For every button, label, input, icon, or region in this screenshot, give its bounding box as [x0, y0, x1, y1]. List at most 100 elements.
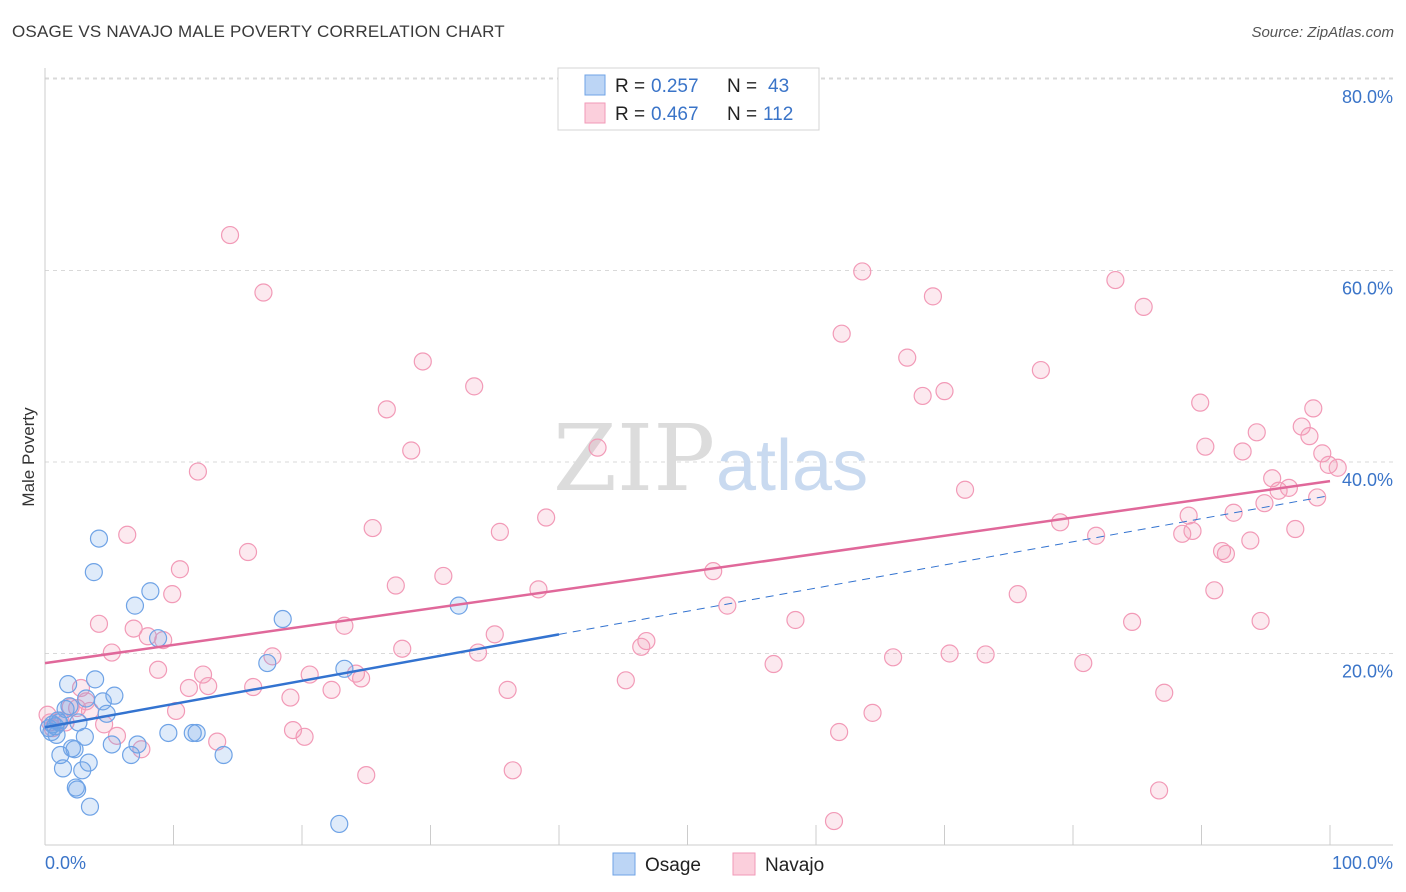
navajo-point-53 — [498, 680, 517, 699]
navajo-point-106 — [1292, 417, 1311, 436]
navajo-point-86 — [1149, 781, 1169, 800]
navajo-point-97 — [1233, 442, 1252, 461]
navajo-point-76 — [955, 480, 975, 499]
legend-osage-n-value: 43 — [768, 76, 789, 97]
navajo-point-96 — [1224, 503, 1243, 522]
navajo-point-42 — [363, 518, 382, 538]
navajo-point-92 — [1196, 437, 1215, 456]
navajo-point-72 — [913, 386, 932, 406]
navajo-point-51 — [485, 625, 504, 644]
navajo-point-61 — [704, 562, 723, 581]
navajo-point-54 — [503, 761, 522, 780]
navajo-point-59 — [632, 637, 651, 656]
navajo-point-101 — [1255, 494, 1274, 513]
navajo-point-110 — [1313, 444, 1332, 463]
osage-point-15 — [68, 780, 87, 799]
navajo-point-48 — [434, 566, 453, 586]
osage-point-39 — [273, 609, 292, 629]
navajo-point-83 — [1106, 270, 1125, 290]
osage-point-35 — [183, 723, 202, 743]
osage-point-31 — [128, 735, 147, 754]
navajo-point-31 — [254, 283, 273, 302]
bottom-legend-osage: Osage — [645, 855, 701, 876]
osage-point-8 — [53, 759, 73, 778]
navajo-point-28 — [220, 225, 240, 245]
navajo-point-95 — [1216, 544, 1236, 564]
navajo-point-84 — [1123, 612, 1142, 632]
legend-box: R = 0.257 N = 43 R = 0.467 N = 112 — [557, 67, 820, 131]
navajo-point-90 — [1183, 521, 1202, 541]
navajo-point-37 — [322, 680, 341, 699]
bottom-legend-navajo: Navajo — [765, 855, 824, 876]
navajo-point-85 — [1134, 297, 1153, 316]
navajo-point-50 — [468, 643, 488, 662]
legend-navajo-n-label: N = — [727, 104, 757, 125]
legend-swatch-navajo — [584, 102, 606, 124]
osage-point-40 — [330, 814, 349, 834]
osage-point-38 — [258, 653, 277, 673]
navajo-point-108 — [1304, 399, 1323, 418]
navajo-point-30 — [244, 677, 263, 697]
navajo-point-45 — [393, 639, 412, 658]
chart-title: OSAGE VS NAVAJO MALE POVERTY CORRELATION… — [12, 22, 505, 41]
osage-point-18 — [75, 727, 94, 746]
legend-osage-r-label: R = — [615, 76, 645, 97]
navajo-point-15 — [124, 619, 143, 638]
navajo-point-23 — [179, 678, 199, 698]
osage-point-19 — [77, 689, 96, 708]
navajo-point-71 — [898, 348, 917, 367]
navajo-point-82 — [1087, 526, 1106, 545]
y-tick-label-60: 60.0% — [1342, 279, 1393, 299]
osage-point-30 — [125, 596, 145, 615]
watermark-zip: ZIP — [553, 405, 715, 512]
osage-point-21 — [80, 797, 100, 816]
osage-point-33 — [148, 629, 168, 648]
navajo-point-60 — [637, 631, 656, 651]
osage-point-29 — [121, 745, 141, 765]
osage-point-37 — [214, 745, 233, 765]
osage-point-36 — [187, 723, 206, 743]
y-tick-labels: 20.0% 40.0% 60.0% 80.0% — [1342, 87, 1393, 682]
osage-point-22 — [84, 563, 103, 582]
watermark: ZIP atlas — [553, 405, 868, 512]
osage-point-24 — [89, 529, 109, 548]
osage-point-27 — [102, 735, 121, 754]
navajo-point-22 — [170, 560, 190, 579]
navajo-point-64 — [786, 610, 805, 630]
navajo-point-105 — [1286, 519, 1305, 539]
legend-navajo-r-label: R = — [615, 104, 645, 125]
bottom-legend-swatch-navajo — [732, 852, 756, 876]
navajo-point-78 — [1008, 585, 1027, 604]
navajo-point-88 — [1173, 524, 1192, 543]
navajo-point-47 — [413, 352, 432, 371]
osage-trend-line — [44, 633, 560, 729]
navajo-point-58 — [616, 671, 635, 690]
navajo-point-79 — [1031, 360, 1050, 380]
navajo-point-62 — [718, 596, 737, 615]
navajo-point-80 — [1051, 513, 1070, 532]
navajo-point-73 — [923, 287, 943, 306]
navajo-point-24 — [188, 462, 208, 481]
navajo-point-93 — [1205, 581, 1224, 600]
navajo-point-68 — [853, 262, 872, 281]
bottom-legend: Osage Navajo — [612, 852, 824, 876]
y-tick-label-40: 40.0% — [1342, 470, 1393, 490]
osage-point-11 — [60, 697, 79, 716]
navajo-point-52 — [490, 522, 509, 541]
navajo-point-13 — [107, 726, 127, 745]
navajo-point-20 — [163, 585, 182, 604]
navajo-point-98 — [1241, 531, 1260, 550]
navajo-point-26 — [199, 676, 218, 696]
osage-point-20 — [79, 753, 98, 772]
bottom-legend-swatch-osage — [612, 852, 636, 876]
navajo-point-34 — [283, 720, 303, 740]
navajo-point-67 — [832, 324, 851, 343]
navajo-point-57 — [588, 438, 607, 457]
y-tick-label-80: 80.0% — [1342, 87, 1393, 107]
navajo-point-41 — [357, 766, 376, 785]
osage-point-10 — [59, 675, 78, 694]
osage-point-28 — [105, 686, 124, 705]
y-axis-label: Male Poverty — [19, 407, 38, 507]
trend-lines — [44, 479, 1331, 729]
